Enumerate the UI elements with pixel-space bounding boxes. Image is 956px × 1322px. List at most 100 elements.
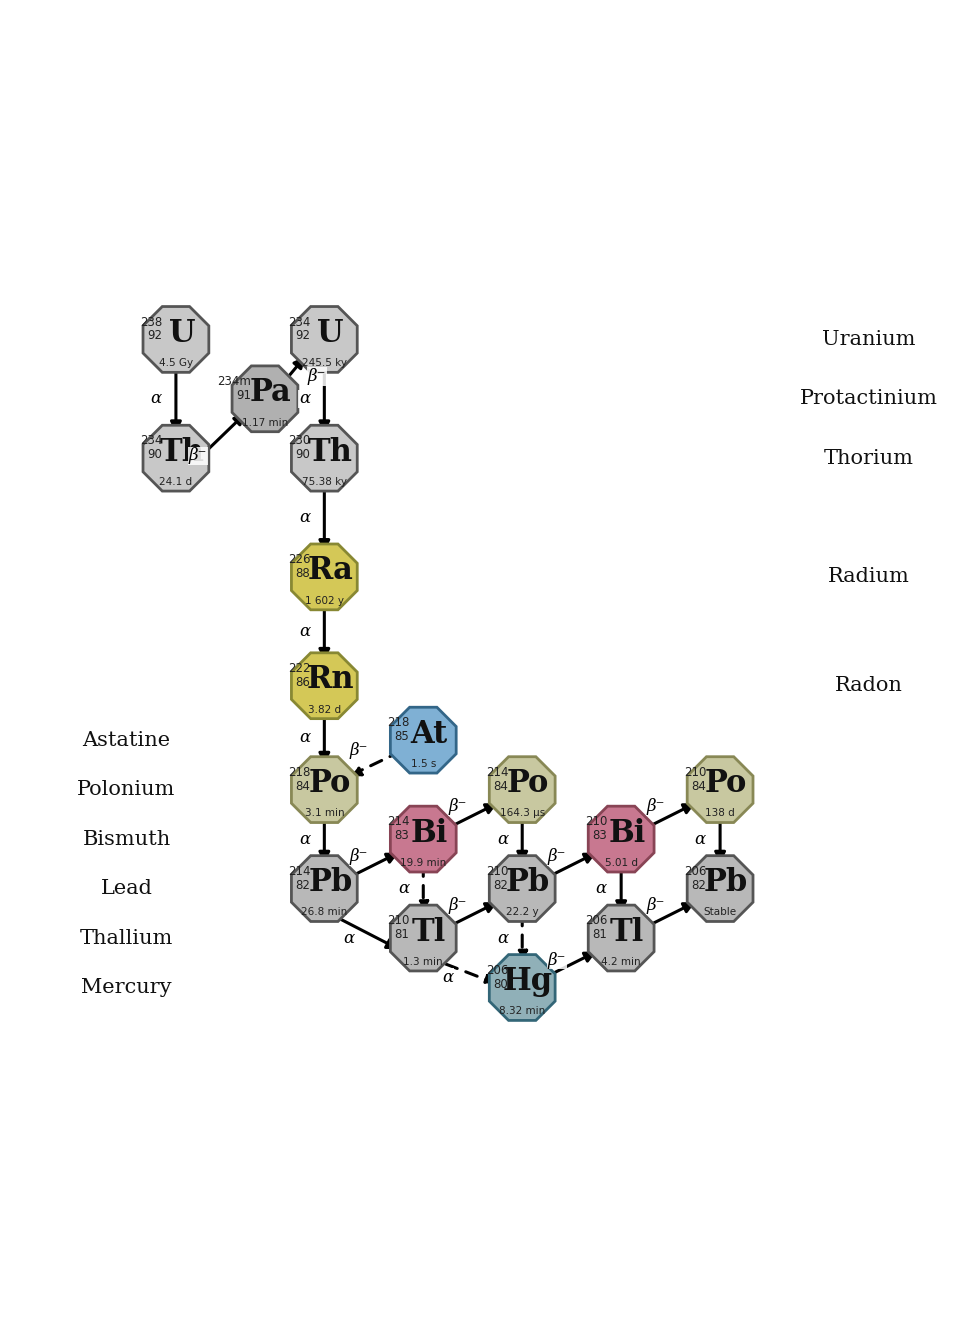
Text: 230: 230 [288, 435, 311, 447]
Polygon shape [489, 855, 555, 921]
Text: 1.3 min: 1.3 min [403, 957, 443, 966]
Text: β⁻: β⁻ [646, 798, 665, 816]
Text: 226: 226 [288, 553, 311, 566]
Text: 214: 214 [387, 816, 409, 829]
Text: α: α [497, 929, 508, 947]
Text: 81: 81 [593, 928, 607, 941]
Text: 3.82 d: 3.82 d [308, 705, 341, 714]
Polygon shape [292, 426, 358, 490]
Text: 81: 81 [395, 928, 409, 941]
Text: 92: 92 [147, 329, 163, 342]
Text: 90: 90 [147, 448, 163, 461]
Text: α: α [443, 969, 454, 986]
Text: 4.2 min: 4.2 min [601, 957, 641, 966]
Polygon shape [232, 366, 298, 432]
Text: α: α [299, 390, 310, 407]
Text: 210: 210 [585, 816, 607, 829]
Text: α: α [150, 390, 162, 407]
Text: Mercury: Mercury [81, 978, 172, 997]
Text: β⁻: β⁻ [646, 898, 665, 915]
Text: Bi: Bi [410, 817, 447, 849]
Text: 210: 210 [387, 915, 409, 927]
Text: α: α [398, 880, 409, 898]
Text: α: α [299, 830, 310, 847]
Text: Pb: Pb [308, 867, 353, 898]
Text: 234: 234 [288, 316, 311, 329]
Polygon shape [292, 855, 358, 921]
Text: 83: 83 [395, 829, 409, 842]
Text: 92: 92 [295, 329, 311, 342]
Text: β⁻: β⁻ [308, 368, 326, 385]
Text: 138 d: 138 d [706, 809, 735, 818]
Text: Po: Po [507, 768, 550, 800]
Text: Tl: Tl [412, 916, 446, 948]
Text: 1 602 y: 1 602 y [305, 596, 344, 605]
Text: 222: 222 [288, 662, 311, 676]
Text: 82: 82 [691, 879, 706, 891]
Text: Tl: Tl [610, 916, 644, 948]
Polygon shape [390, 806, 456, 873]
Text: α: α [497, 830, 508, 847]
Text: Po: Po [705, 768, 748, 800]
Polygon shape [292, 307, 358, 373]
Text: 210: 210 [684, 765, 706, 779]
Text: 80: 80 [493, 977, 509, 990]
Text: 164.3 μs: 164.3 μs [500, 809, 545, 818]
Text: 214: 214 [288, 865, 311, 878]
Text: Ra: Ra [307, 555, 353, 587]
Polygon shape [292, 756, 358, 822]
Text: 234m: 234m [217, 375, 251, 387]
Polygon shape [143, 426, 208, 490]
Text: Bi: Bi [608, 817, 645, 849]
Text: Rn: Rn [307, 664, 354, 695]
Text: 4.5 Gy: 4.5 Gy [159, 358, 193, 369]
Text: Pb: Pb [704, 867, 749, 898]
Polygon shape [687, 756, 753, 822]
Text: 234: 234 [140, 435, 163, 447]
Text: Uranium: Uranium [822, 330, 915, 349]
Text: 83: 83 [593, 829, 607, 842]
Text: 82: 82 [493, 879, 509, 891]
Text: At: At [410, 719, 447, 750]
Text: 218: 218 [387, 717, 409, 730]
Text: 5.01 d: 5.01 d [604, 858, 638, 867]
Text: Radium: Radium [828, 567, 909, 587]
Text: α: α [343, 929, 355, 947]
Text: 82: 82 [295, 879, 311, 891]
Polygon shape [292, 653, 358, 719]
Text: Hg: Hg [503, 966, 554, 997]
Text: α: α [299, 623, 310, 640]
Text: Polonium: Polonium [77, 780, 176, 798]
Polygon shape [687, 855, 753, 921]
Text: 238: 238 [140, 316, 163, 329]
Text: 3.1 min: 3.1 min [305, 809, 344, 818]
Text: α: α [695, 830, 706, 847]
Text: 22.2 y: 22.2 y [506, 907, 538, 917]
Text: Lead: Lead [100, 879, 152, 898]
Text: β⁻: β⁻ [350, 742, 368, 759]
Text: 214: 214 [486, 765, 509, 779]
Text: 245.5 ky: 245.5 ky [302, 358, 347, 369]
Polygon shape [489, 756, 555, 822]
Polygon shape [390, 707, 456, 773]
Polygon shape [489, 954, 555, 1021]
Text: 210: 210 [486, 865, 509, 878]
Text: 91: 91 [236, 389, 251, 402]
Text: α: α [299, 509, 310, 526]
Polygon shape [143, 307, 208, 373]
Text: Radon: Radon [835, 677, 902, 695]
Text: 206: 206 [585, 915, 607, 927]
Polygon shape [292, 543, 358, 609]
Text: 88: 88 [295, 567, 311, 580]
Text: Th: Th [308, 436, 353, 468]
Text: 90: 90 [295, 448, 311, 461]
Text: 1.5 s: 1.5 s [410, 759, 436, 769]
Text: U: U [168, 319, 195, 349]
Text: α: α [299, 730, 310, 746]
Text: β⁻: β⁻ [548, 847, 566, 865]
Text: Po: Po [309, 768, 352, 800]
Text: 86: 86 [295, 676, 311, 689]
Text: β⁻: β⁻ [448, 898, 467, 915]
Text: β⁻: β⁻ [350, 847, 368, 865]
Text: 1.17 min: 1.17 min [242, 418, 288, 427]
